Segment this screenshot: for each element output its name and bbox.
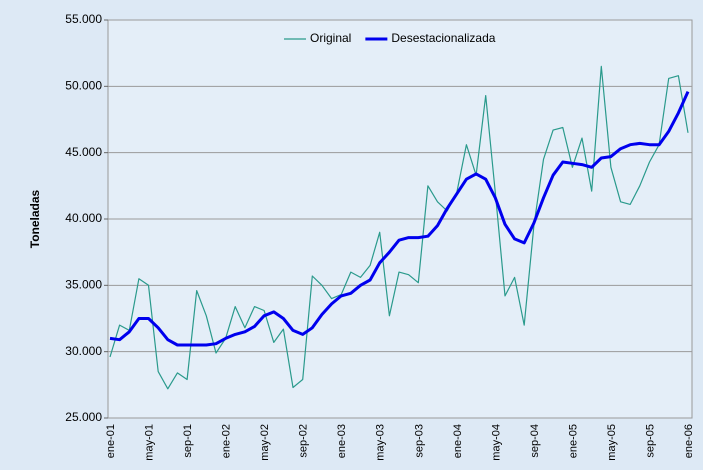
x-tick-label: ene-06 [683,424,695,458]
series-line [109,90,690,347]
x-tick-label: ene-05 [567,424,579,458]
x-tick-label: may-04 [490,424,502,461]
x-tick-label: may-05 [606,424,618,461]
x-tick-label: ene-03 [336,424,348,458]
x-tick-label: sep-02 [298,424,310,458]
x-tick-label: sep-03 [413,424,425,458]
x-tick-label: may-02 [259,424,271,461]
x-tick-label: ene-02 [221,424,233,458]
x-tick-label: sep-01 [182,424,194,458]
y-tick-label: 50.000 [65,79,102,93]
y-tick-label: 35.000 [65,278,102,292]
x-tick-label: ene-01 [105,424,117,458]
x-tick-label: ene-04 [452,424,464,458]
series-line [109,65,689,390]
x-tick-label: may-01 [144,424,156,461]
x-tick-label: sep-04 [529,424,541,458]
y-axis-label: Toneladas [28,189,42,248]
x-tick-label: sep-05 [644,424,656,458]
y-tick-label: 40.000 [65,211,102,225]
legend-label: Original [310,31,351,45]
legend-label: Desestacionalizada [391,31,495,45]
x-tick-label: may-03 [375,424,387,461]
y-tick-label: 55.000 [65,12,102,26]
y-tick-label: 45.000 [65,145,102,159]
y-tick-label: 30.000 [65,344,102,358]
y-tick-label: 25.000 [65,410,102,424]
